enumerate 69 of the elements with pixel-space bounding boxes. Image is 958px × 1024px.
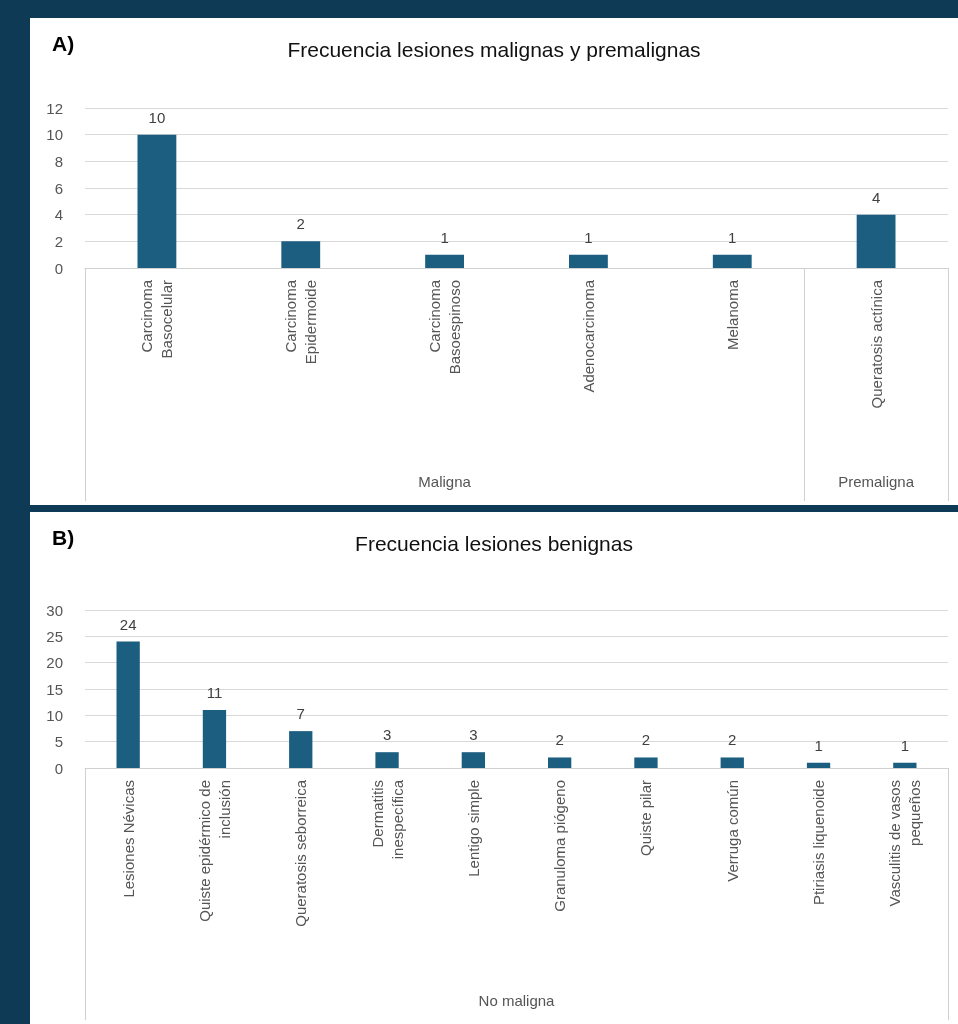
data-label: 1 (900, 736, 910, 754)
y-tick-label: 6 (54, 179, 63, 197)
y-tick-label: 10 (46, 706, 63, 724)
x-tick-label: Lesiones Névicas (119, 780, 137, 898)
bar (856, 214, 896, 268)
data-label: 3 (382, 726, 392, 744)
bar (461, 752, 485, 768)
data-label: 1 (814, 736, 823, 754)
bar (893, 762, 917, 768)
data-label: 24 (119, 615, 137, 633)
bar (202, 710, 227, 768)
x-tick-label: Lentigo simple (464, 780, 482, 877)
y-tick-label: 0 (54, 759, 63, 777)
data-label: 2 (555, 731, 564, 749)
text: Maligna (417, 473, 472, 490)
x-tick-label: Verruga común (723, 780, 741, 882)
bar (281, 241, 321, 268)
bar (375, 752, 399, 768)
y-tick-label: 4 (54, 206, 63, 224)
bar (720, 757, 744, 768)
text: Premaligna (837, 473, 915, 490)
bar (634, 757, 658, 768)
bar (137, 134, 177, 268)
x-tick-label: Quiste epidérmico de inclusión (195, 780, 233, 922)
x-tick-label: Adenocarcinoma (579, 279, 597, 393)
data-label: 1 (728, 228, 737, 246)
bar (548, 757, 572, 768)
bar (712, 254, 752, 268)
x-tick-label: Quiste pilar (637, 780, 655, 856)
y-tick-label: 12 (46, 99, 63, 117)
data-label: 2 (641, 731, 651, 749)
chart-title: Frecuencia lesiones malignas y premalignas (287, 38, 701, 61)
y-tick-label: 10 (46, 126, 63, 144)
y-tick-label: 15 (46, 680, 63, 698)
y-tick-label: 2 (54, 232, 63, 250)
data-label: 4 (871, 188, 881, 206)
chart-title: Frecuencia lesiones benignas (355, 532, 633, 555)
x-tick-label: Vasculitis de vasos pequeños (886, 780, 924, 907)
text: B) (52, 526, 75, 550)
bar (425, 254, 464, 268)
x-tick-label: Queratosis actínica (867, 279, 885, 409)
x-tick-label: Carcinoma Basoespinoso (426, 279, 464, 375)
data-label: 7 (296, 705, 305, 723)
y-tick-label: 20 (46, 654, 63, 672)
bar (806, 762, 831, 768)
y-tick-label: 25 (46, 627, 63, 645)
text: No maligna (477, 992, 556, 1009)
x-tick-label: Granuloma piógeno (551, 780, 569, 912)
x-tick-label: Carcinoma Epidermoide (282, 279, 320, 365)
y-tick-label: 8 (54, 152, 63, 170)
bar (289, 731, 313, 768)
y-tick-label: 0 (54, 259, 63, 277)
data-label: 2 (728, 731, 737, 749)
bar (569, 254, 608, 268)
bar (116, 641, 140, 768)
x-tick-label: Carcinoma Basocelular (138, 279, 176, 359)
x-tick-label: Queratosis seborreica (292, 779, 310, 927)
text: A) (52, 32, 75, 56)
data-label: 10 (148, 108, 166, 126)
data-label: 1 (584, 228, 593, 246)
data-label: 2 (296, 215, 305, 233)
data-label: 3 (469, 726, 478, 744)
x-tick-label: Melanoma (723, 279, 741, 351)
x-tick-label: Ptiriasis liquenoide (810, 780, 828, 906)
y-tick-label: 5 (54, 733, 63, 751)
data-label: 1 (440, 228, 449, 246)
x-tick-label: Dermatitis inespecífica (368, 779, 406, 860)
data-label: 11 (206, 684, 223, 702)
y-tick-label: 30 (46, 601, 63, 619)
